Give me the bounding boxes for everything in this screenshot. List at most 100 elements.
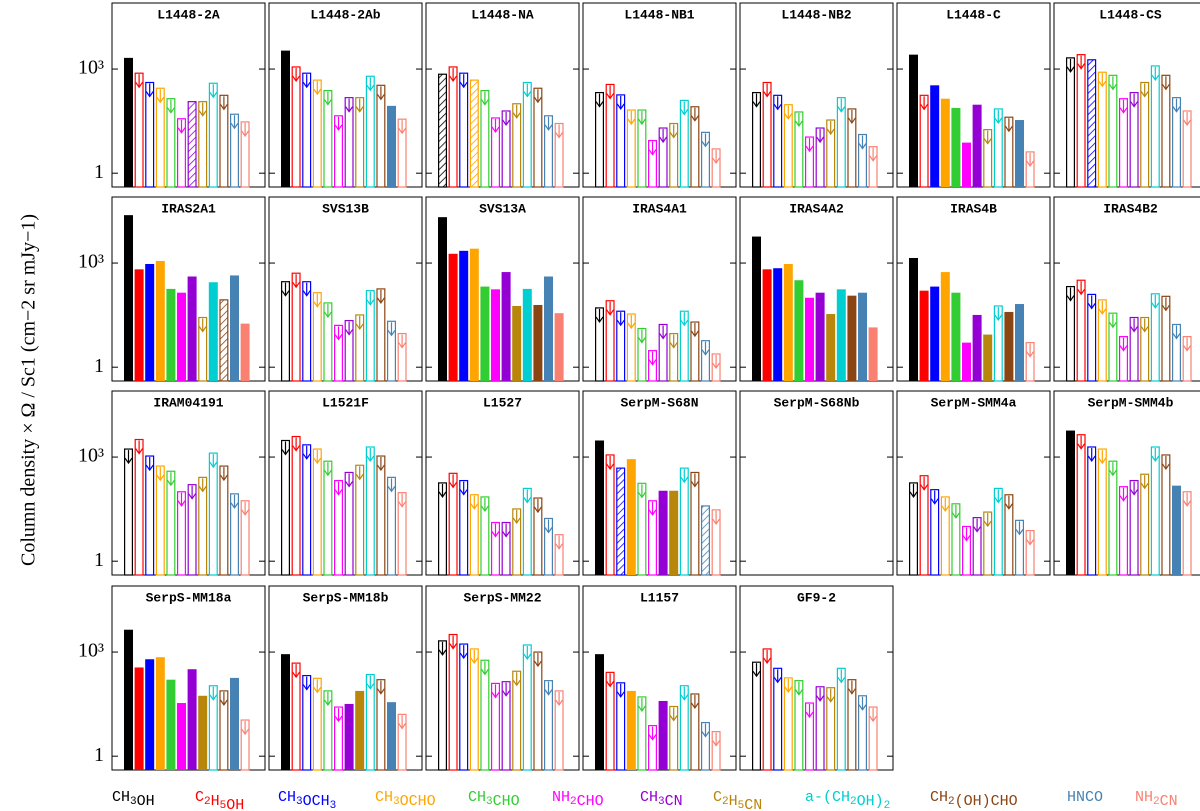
limit-arrowhead bbox=[156, 96, 165, 104]
bar bbox=[512, 305, 522, 381]
bar bbox=[522, 288, 532, 381]
y-tick-label: 1 bbox=[94, 744, 104, 766]
limit-bar bbox=[134, 438, 144, 576]
limit-arrowhead bbox=[219, 103, 228, 111]
limit-arrowhead bbox=[241, 130, 250, 137]
limit-arrowhead bbox=[366, 299, 375, 306]
hatched-bar bbox=[1087, 59, 1097, 188]
limit-arrowhead bbox=[449, 643, 458, 650]
limit-bar bbox=[397, 713, 407, 771]
panel-title: SerpM-S68N bbox=[620, 395, 698, 410]
bar bbox=[805, 297, 814, 381]
legend-entry: CH3OCHO bbox=[375, 789, 436, 810]
limit-arrowhead bbox=[544, 689, 553, 696]
bar bbox=[124, 629, 133, 770]
limit-arrowhead bbox=[983, 138, 992, 145]
limit-bar bbox=[491, 117, 501, 188]
limit-bar bbox=[826, 687, 836, 771]
limit-arrowhead bbox=[869, 155, 878, 162]
limit-arrowhead bbox=[680, 476, 689, 484]
limit-arrowhead bbox=[145, 464, 154, 472]
limit-bar bbox=[312, 677, 322, 771]
limit-arrowhead bbox=[491, 126, 500, 134]
limit-arrowhead bbox=[1172, 106, 1181, 113]
limit-arrowhead bbox=[1151, 455, 1160, 463]
limit-bar bbox=[344, 97, 354, 188]
limit-arrowhead bbox=[1026, 539, 1035, 546]
limit-bar bbox=[690, 321, 700, 382]
limit-bar bbox=[868, 706, 878, 771]
limit-arrowhead bbox=[533, 660, 542, 668]
limit-bar bbox=[1129, 479, 1139, 576]
panel-title: L1448-NB2 bbox=[781, 7, 851, 22]
bar bbox=[962, 142, 971, 187]
limit-arrowhead bbox=[1172, 333, 1181, 340]
limit-bar bbox=[376, 455, 386, 576]
y-tick-label: 1 bbox=[94, 161, 104, 183]
limit-arrowhead bbox=[909, 491, 918, 498]
limit-arrowhead bbox=[209, 461, 218, 469]
limit-bar bbox=[804, 136, 814, 188]
panel-title: IRAM04191 bbox=[153, 395, 223, 410]
limit-bar bbox=[1150, 293, 1160, 382]
limit-arrowhead bbox=[616, 319, 625, 327]
limit-bar bbox=[365, 75, 375, 188]
limit-bar bbox=[1097, 299, 1107, 382]
limit-arrowhead bbox=[1183, 500, 1192, 507]
bar bbox=[448, 253, 458, 381]
limit-bar bbox=[1076, 54, 1086, 188]
panel-title: SVS13A bbox=[479, 201, 526, 216]
limit-bar bbox=[1004, 494, 1014, 576]
limit-bar bbox=[1097, 71, 1107, 188]
limit-bar bbox=[219, 690, 229, 771]
limit-bar bbox=[762, 648, 772, 771]
limit-arrowhead bbox=[198, 326, 207, 333]
bar bbox=[783, 263, 793, 381]
limit-bar bbox=[1004, 116, 1014, 188]
limit-bar bbox=[323, 302, 333, 382]
limit-arrowhead bbox=[1066, 295, 1075, 302]
bar bbox=[972, 314, 982, 381]
panel-title: SerpM-SMM4a bbox=[931, 395, 1017, 410]
limit-arrowhead bbox=[763, 657, 772, 664]
limit-bar bbox=[397, 332, 407, 382]
hatched-bar bbox=[438, 73, 448, 188]
bar bbox=[387, 105, 396, 187]
limit-arrowhead bbox=[1140, 482, 1149, 490]
limit-bar bbox=[669, 332, 679, 382]
limit-bar bbox=[751, 661, 761, 771]
limit-bar bbox=[365, 446, 375, 576]
bar bbox=[909, 257, 918, 381]
limit-arrowhead bbox=[627, 118, 636, 126]
limit-bar bbox=[1182, 110, 1192, 188]
bar bbox=[501, 272, 511, 381]
limit-arrowhead bbox=[376, 297, 385, 304]
limit-arrowhead bbox=[398, 723, 407, 730]
limit-bar bbox=[993, 305, 1003, 382]
limit-bar bbox=[469, 648, 479, 771]
panel-title: SVS13B bbox=[322, 201, 369, 216]
limit-arrowhead bbox=[920, 484, 929, 491]
limit-arrowhead bbox=[449, 481, 458, 489]
limit-bar bbox=[637, 109, 647, 188]
y-tick-label: 10³ bbox=[78, 57, 104, 79]
limit-arrowhead bbox=[366, 84, 375, 92]
limit-bar bbox=[302, 674, 312, 771]
limit-arrowhead bbox=[292, 75, 301, 82]
limit-bar bbox=[177, 118, 187, 188]
limit-arrowhead bbox=[1130, 326, 1139, 333]
limit-bar bbox=[230, 113, 240, 188]
limit-arrowhead bbox=[355, 323, 364, 330]
limit-bar bbox=[397, 118, 407, 188]
limit-arrowhead bbox=[502, 531, 511, 538]
bar bbox=[134, 269, 144, 381]
legend-entry: C2H5CN bbox=[713, 789, 762, 811]
limit-bar bbox=[323, 690, 333, 771]
limit-bar bbox=[491, 682, 501, 771]
limit-bar bbox=[1129, 316, 1139, 382]
bar bbox=[438, 217, 447, 381]
limit-bar bbox=[993, 108, 1003, 188]
limit-arrowhead bbox=[701, 731, 710, 738]
limit-arrowhead bbox=[805, 145, 814, 153]
limit-bar bbox=[637, 696, 647, 771]
